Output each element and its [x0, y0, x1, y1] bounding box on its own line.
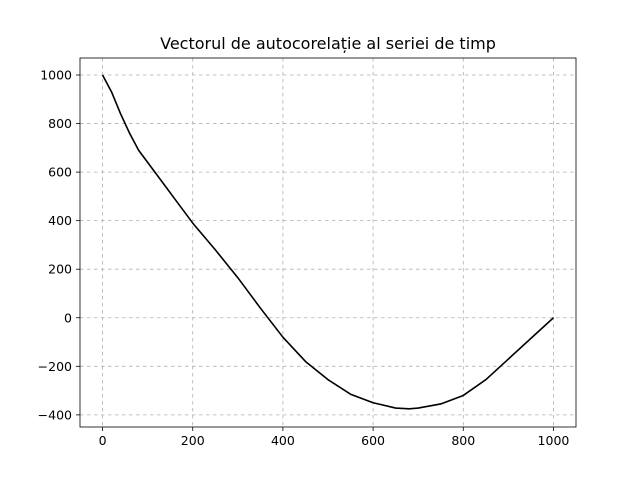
- y-tick-label: 1000: [40, 67, 72, 82]
- x-tick-label: 800: [451, 433, 475, 448]
- series-line: [101, 74, 554, 410]
- y-tick-label: 800: [48, 116, 72, 131]
- x-tick-label: 1000: [538, 433, 570, 448]
- axis-ticks: 0 200 400 600 800 1000 −400 −200 0 200 400 600 800 10…: [38, 67, 570, 448]
- plot-frame: [79, 57, 577, 428]
- x-tick-label: 0: [99, 433, 107, 448]
- y-tick-label: 400: [48, 213, 72, 228]
- y-tick-label: −400: [38, 407, 72, 422]
- x-tick-label: 400: [271, 433, 295, 448]
- y-tick-label: 200: [48, 262, 72, 277]
- x-tick-label: 200: [181, 433, 205, 448]
- series-layer: [101, 74, 554, 410]
- y-tick-label: 600: [48, 165, 72, 180]
- x-tick-label: 600: [361, 433, 385, 448]
- y-tick-label: 0: [64, 310, 72, 325]
- chart-title: Vectorul de autocorelație al seriei de t…: [160, 34, 496, 53]
- y-tick-label: −200: [38, 359, 72, 374]
- grid: [80, 58, 576, 427]
